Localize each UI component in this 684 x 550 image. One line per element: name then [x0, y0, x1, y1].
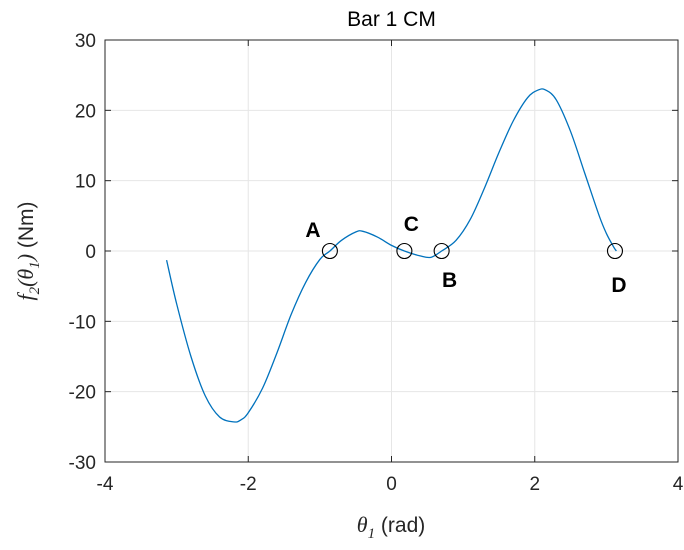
y-tick-label: -10: [69, 312, 96, 333]
marker-label-c: C: [404, 213, 419, 236]
x-tick-label: -2: [240, 474, 257, 495]
x-axis-theta: θ: [357, 512, 368, 537]
y-axis-theta-sub: 1: [27, 261, 43, 269]
marker-b: [433, 242, 450, 260]
grid: [104, 39, 679, 463]
y-tick-label: -20: [69, 383, 96, 404]
x-tick-label: 0: [386, 474, 397, 495]
marker-label-b: B: [442, 269, 457, 292]
y-tick-label: 10: [75, 172, 96, 193]
x-tick-label: 4: [673, 474, 684, 495]
x-axis-theta-sub: 1: [368, 526, 376, 542]
chart-title: Bar 1 CM: [347, 8, 436, 31]
marker-label-a: A: [305, 219, 320, 242]
marker-a: [321, 242, 338, 260]
y-axis-theta: θ: [13, 269, 38, 280]
x-axis-unit: (rad): [375, 514, 425, 537]
marker-c: [396, 242, 413, 260]
marker-d: [606, 242, 624, 260]
y-tick-label: -30: [69, 453, 96, 474]
y-axis-label: f2(θ1) (Nm): [13, 201, 43, 300]
y-tick-label: 30: [75, 31, 96, 52]
x-axis-label: θ1 (rad): [357, 512, 426, 542]
y-axis-unit: (Nm): [15, 201, 38, 253]
y-axis-close-paren: ): [13, 254, 38, 263]
x-tick-label: -4: [97, 474, 114, 495]
y-tick-label: 20: [75, 101, 96, 122]
y-axis-f-sub: 2: [27, 286, 43, 294]
y-axis-open-paren: (: [13, 278, 38, 287]
markers-group: A C B D: [305, 213, 626, 297]
x-tick-label: 2: [529, 474, 540, 495]
y-tick-label: 0: [85, 242, 96, 263]
marker-label-d: D: [611, 274, 626, 297]
y-axis-f: f: [13, 292, 38, 301]
